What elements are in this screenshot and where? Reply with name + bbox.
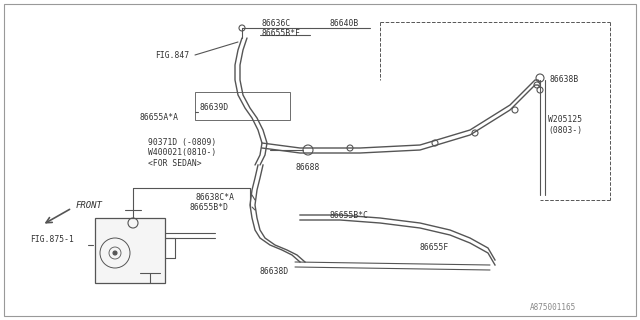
- Text: 86640B: 86640B: [330, 20, 359, 28]
- Text: 86655F: 86655F: [420, 244, 449, 252]
- Text: (0803-): (0803-): [548, 125, 582, 134]
- Text: 86655B*F: 86655B*F: [262, 28, 301, 37]
- Text: FIG.875-1: FIG.875-1: [30, 236, 74, 244]
- Text: 86636C: 86636C: [262, 20, 291, 28]
- Text: 86639D: 86639D: [200, 103, 229, 113]
- Text: 86655B*D: 86655B*D: [190, 203, 229, 212]
- Text: A875001165: A875001165: [530, 303, 576, 313]
- Text: 86638B: 86638B: [550, 76, 579, 84]
- Text: 86688: 86688: [295, 164, 319, 172]
- Text: 86638C*A: 86638C*A: [195, 193, 234, 202]
- Text: <FOR SEDAN>: <FOR SEDAN>: [148, 158, 202, 167]
- Text: 86638D: 86638D: [260, 268, 289, 276]
- Text: FIG.847: FIG.847: [155, 51, 189, 60]
- Bar: [95, 218, 165, 283]
- Text: 86655B*C: 86655B*C: [330, 211, 369, 220]
- Text: 90371D (-0809): 90371D (-0809): [148, 139, 216, 148]
- Text: 86655A*A: 86655A*A: [140, 114, 179, 123]
- Text: FRONT: FRONT: [76, 201, 103, 210]
- Bar: [195, 92, 290, 120]
- Circle shape: [113, 251, 117, 255]
- Text: W205125: W205125: [548, 116, 582, 124]
- Text: W400021(0810-): W400021(0810-): [148, 148, 216, 157]
